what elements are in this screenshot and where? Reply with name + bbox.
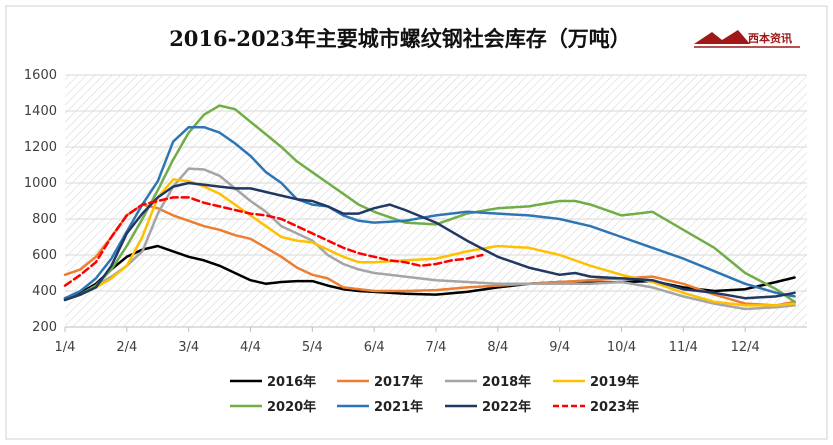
x-tick-label: 9/4 [549,340,570,355]
legend-label: 2022年 [482,399,531,415]
y-tick-label: 1600 [24,68,57,83]
y-tick-label: 1400 [24,104,57,119]
y-tick-label: 1200 [24,140,57,155]
series-lines [63,104,796,311]
x-tick-label: 12/4 [731,340,760,355]
x-tick-label: 11/4 [669,340,698,355]
series-line-2016年 [63,244,796,300]
series-line-2018年 [63,167,796,311]
legend-label: 2016年 [267,374,316,390]
y-tick-label: 600 [32,248,57,263]
chart-title: 2016-2023年主要城市螺纹钢社会库存（万吨） [169,26,631,51]
x-tick-label: 3/4 [178,340,199,355]
x-tick-label: 6/4 [364,340,385,355]
x-tick-label: 7/4 [426,340,447,355]
series-line-2023年 [63,196,484,287]
y-tick-label: 1000 [24,176,57,191]
y-tick-label: 400 [32,284,57,299]
logo-mountain-icon [694,30,750,44]
legend: 2016年 2017年 2018年 2019年 2020年 2021年 2022年 2023年 [230,374,639,415]
x-tick-label: 1/4 [55,340,76,355]
x-tick-label: 4/4 [240,340,261,355]
logo-text: 西本资讯 [748,31,792,45]
x-tick-label: 10/4 [607,340,636,355]
series-line-2020年 [63,104,796,304]
legend-label: 2020年 [267,399,316,415]
legend-label: 2019年 [590,374,639,390]
x-axis-ticks: 1/4 2/4 3/4 4/4 5/4 6/4 7/4 8/4 9/4 10/4 11/4 12/4 [55,326,807,355]
brand-logo: 西本资讯 [694,30,800,48]
x-tick-label: 2/4 [116,340,137,355]
x-tick-label: 5/4 [302,340,323,355]
legend-label: 2021年 [374,399,423,415]
legend-label: 2017年 [374,374,423,390]
y-axis-ticks: 200 400 600 800 1000 1200 1400 1600 [24,68,57,335]
series-line-2022年 [63,181,796,302]
legend-label: 2018年 [482,374,531,390]
series-line-2019年 [63,178,796,307]
y-tick-label: 200 [32,320,57,335]
legend-label: 2023年 [590,399,639,415]
x-tick-label: 8/4 [487,340,508,355]
y-tick-label: 800 [32,212,57,227]
